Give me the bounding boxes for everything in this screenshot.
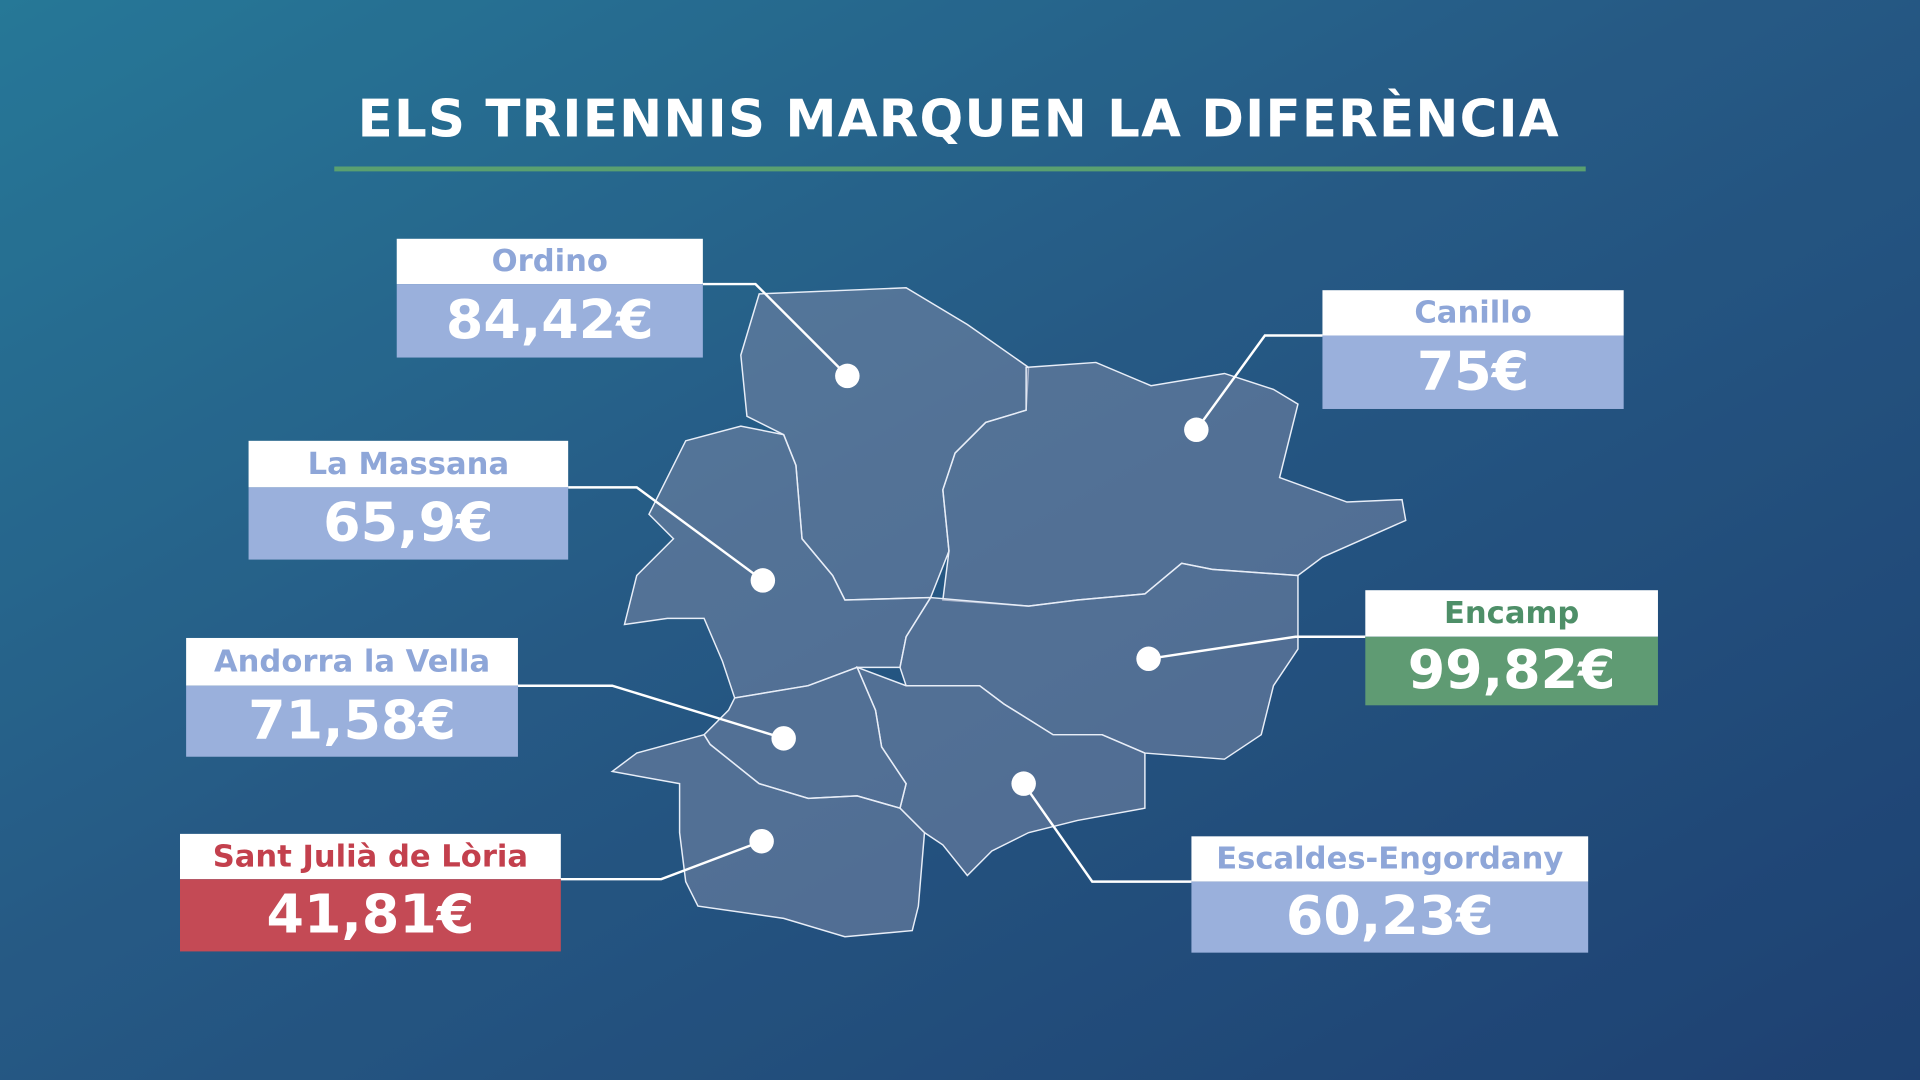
location-dot [1136,646,1161,672]
parish-value: 60,23€ [1286,884,1494,947]
parish-value: 41,81€ [266,882,474,945]
location-dot [750,568,776,593]
value-box [186,685,518,757]
name-box [396,238,703,285]
map [610,287,1407,938]
parish-name: Sant Julià de Lòria [213,839,528,874]
parish-name: Encamp [1444,596,1579,631]
parish-value: 99,82€ [1408,638,1616,701]
location-dot [749,828,774,854]
name-box [248,440,569,488]
parish-value: 84,42€ [446,288,654,351]
name-box [180,833,561,880]
value-box [1322,335,1624,409]
parish-name: Andorra la Vella [214,645,490,680]
leader-line [1195,334,1323,431]
parish-name: Escaldes-Engordany [1216,842,1563,877]
value-box [1365,636,1658,706]
leader-line [517,684,785,740]
value-box [396,284,703,358]
leader-line [1022,782,1192,883]
parish-name: Ordino [492,244,608,279]
name-box [1322,290,1624,336]
leader-line [568,486,764,582]
value-box [180,879,561,952]
leader-line [1148,635,1366,660]
parish-value: 71,58€ [248,688,456,751]
parish-ordino [740,287,1030,601]
location-dot [1184,417,1209,443]
value-box [1191,881,1589,953]
title: ELS TRIENNIS MARQUEN LA DIFERÈNCIA [358,88,1560,149]
parish-value: 65,9€ [323,491,493,554]
location-dot [1011,771,1036,796]
name-box [1365,590,1658,637]
name-box [186,637,518,686]
value-box [248,487,569,560]
name-box [1191,836,1589,882]
parish-name: Canillo [1414,296,1531,331]
location-dot [835,363,860,389]
parish-name: La Massana [308,447,509,482]
location-dot [771,726,796,751]
parish-value: 75€ [1417,339,1529,402]
leader-line [702,282,849,377]
leader-line [560,840,763,881]
